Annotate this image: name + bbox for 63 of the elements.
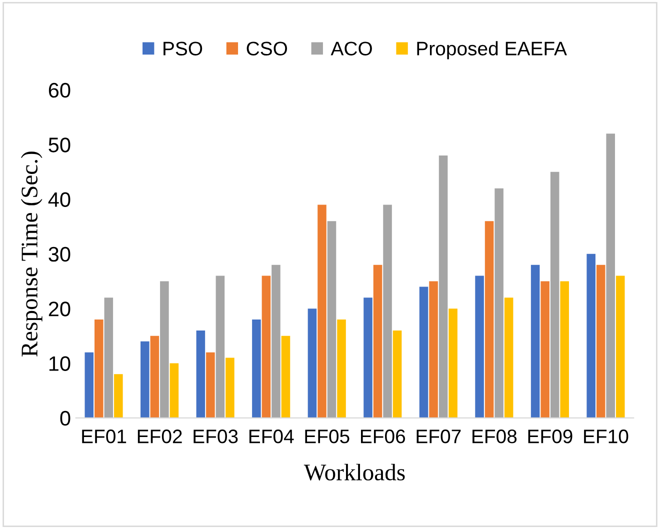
x-tick-label: EF10: [584, 430, 628, 444]
bar: [504, 298, 514, 418]
bar: [160, 281, 169, 418]
bar: [530, 264, 540, 418]
bar: [150, 336, 160, 418]
bar: [84, 352, 94, 418]
bar: [226, 358, 234, 418]
bar: [373, 264, 382, 418]
bar: [560, 281, 569, 418]
bar: [429, 281, 438, 418]
bar: [596, 264, 606, 418]
x-tick-label: EF09: [528, 430, 572, 444]
bar: [281, 336, 290, 418]
bar: [616, 276, 625, 418]
bar: [364, 298, 372, 418]
bar: [94, 320, 104, 418]
bar: [216, 276, 225, 418]
legend-label: CSO: [246, 42, 288, 56]
y-axis-title: Response Time (Sec.): [20, 152, 42, 357]
bar: [540, 281, 550, 418]
y-tick-label: 20: [48, 302, 70, 316]
legend-label: PSO: [164, 42, 202, 56]
bar: [140, 341, 150, 418]
bar: [475, 276, 484, 418]
bar: [170, 363, 179, 418]
bar: [104, 298, 114, 418]
x-tick-label: EF02: [138, 430, 182, 444]
bar: [252, 320, 261, 418]
bar: [327, 221, 336, 418]
bar: [272, 264, 280, 418]
bar: [484, 221, 494, 418]
bar: [606, 134, 615, 418]
bar: [448, 308, 458, 418]
legend-label: ACO: [330, 42, 372, 56]
legend-label: Proposed EAEFA: [417, 41, 567, 60]
bar: [392, 330, 402, 418]
x-tick-label: EF07: [416, 430, 461, 444]
bar: [383, 204, 392, 418]
y-tick-label: 50: [48, 138, 70, 152]
bar: [494, 188, 504, 418]
y-tick-label: 30: [48, 246, 70, 262]
bar: [438, 156, 448, 418]
x-axis-title: Workloads: [304, 464, 405, 481]
y-tick-label: 10: [49, 356, 70, 371]
y-tick-label: 40: [48, 192, 70, 208]
y-tick-label: 0: [60, 410, 70, 426]
x-tick-label: EF04: [249, 430, 294, 444]
x-tick-label: EF05: [305, 430, 350, 444]
bar: [318, 204, 326, 418]
bar: [337, 320, 346, 418]
x-tick-label: EF01: [82, 430, 126, 444]
bar: [114, 374, 123, 418]
bar: [262, 276, 271, 418]
bar: [308, 308, 317, 418]
bar: [586, 254, 596, 418]
y-tick-label: 60: [48, 82, 70, 98]
x-tick-label: EF08: [472, 430, 517, 444]
bar: [550, 172, 560, 418]
x-tick-label: EF03: [194, 430, 238, 444]
x-tick-label: EF06: [360, 430, 406, 444]
bar: [196, 330, 206, 418]
bar: [419, 286, 428, 418]
bar: [206, 352, 215, 418]
